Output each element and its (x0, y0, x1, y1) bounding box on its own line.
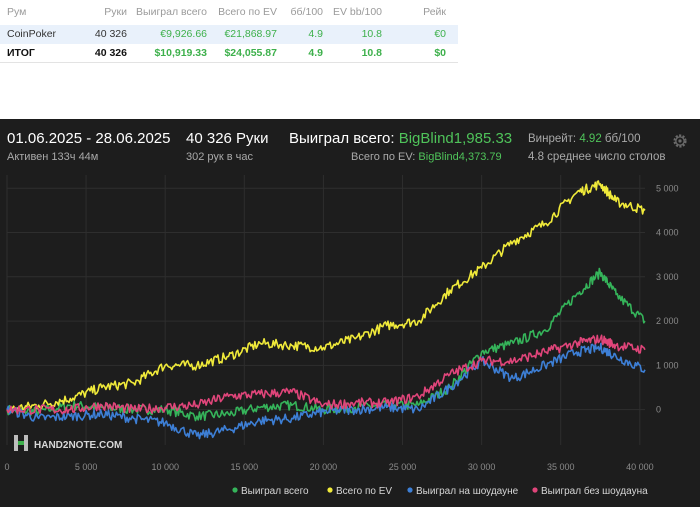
legend-label: Выиграл на шоудауне (416, 486, 519, 497)
table-total-row[interactable]: ИТОГ 40 326 $10,919.33 $24,055.87 4.9 10… (0, 44, 458, 63)
x-tick-label: 20 000 (310, 462, 338, 472)
cell-hands: 40 326 (94, 28, 127, 40)
active-time: Активен 133ч 44м (7, 151, 99, 163)
hand2note-logo: HAND2NOTE.COM (14, 435, 122, 451)
header-hands[interactable]: Руки (104, 6, 127, 18)
cell-bb100: 4.9 (308, 47, 323, 59)
cell-ev: €21,868.97 (224, 28, 277, 40)
series-line (6, 180, 646, 412)
results-table: Рум Руки Выиграл всего Всего по EV бб/10… (0, 0, 458, 66)
legend-label: Всего по EV (336, 486, 392, 497)
winrate: Винрейт: 4.92 бб/100 (528, 133, 640, 145)
graph-panel: 01.06.2025 - 28.06.2025 Активен 133ч 44м… (0, 119, 700, 507)
ev-total-value: BigBlind4,373.79 (418, 151, 502, 163)
cell-ev: $24,055.87 (224, 47, 277, 59)
x-tick-label: 10 000 (151, 462, 179, 472)
y-tick-label: 1 000 (656, 360, 679, 370)
cell-room: ИТОГ (7, 47, 35, 59)
series-line (6, 334, 646, 415)
y-tick-label: 0 (656, 405, 661, 415)
y-tick-label: 4 000 (656, 228, 679, 238)
x-tick-label: 40 000 (626, 462, 654, 472)
series-line (6, 342, 646, 440)
winrate-value: 4.92 (579, 133, 602, 145)
hands-count: 40 326 Руки (186, 130, 269, 147)
won-total-value: BigBlind1,985.33 (398, 130, 513, 147)
winrate-unit: бб/100 (604, 133, 641, 145)
header-ev[interactable]: Всего по EV (218, 6, 277, 18)
table-row[interactable]: CoinPoker 40 326 €9,926.66 €21,868.97 4.… (0, 25, 458, 44)
x-tick-label: 25 000 (389, 462, 417, 472)
legend-marker (232, 487, 238, 493)
watermark-text: HAND2NOTE.COM (34, 440, 122, 451)
legend-marker (327, 487, 333, 493)
x-tick-label: 30 000 (468, 462, 496, 472)
cell-won: €9,926.66 (160, 28, 207, 40)
legend-label: Выиграл без шоудауна (541, 485, 648, 497)
table-divider (0, 62, 458, 63)
cell-hands: 40 326 (94, 47, 127, 59)
cell-rake: €0 (434, 28, 446, 40)
cell-bb100: 4.9 (308, 28, 323, 40)
y-tick-label: 3 000 (656, 272, 679, 282)
legend-label: Выиграл всего (241, 486, 309, 497)
profit-graph[interactable]: 0 5 000 10 000 15 000 20 000 25 000 30 000 35 0… (0, 170, 700, 507)
cell-rake: $0 (434, 47, 446, 59)
ev-total-label: Всего по EV: (351, 151, 416, 163)
date-range[interactable]: 01.06.2025 - 28.06.2025 (7, 130, 171, 147)
header-ev-bb100[interactable]: EV bb/100 (332, 6, 382, 18)
ev-total: Всего по EV: BigBlind4,373.79 (351, 151, 502, 163)
x-tick-label: 35 000 (547, 462, 575, 472)
header-won[interactable]: Выиграл всего (136, 6, 207, 18)
hands-per-hour: 302 рук в час (186, 151, 254, 163)
winrate-label: Винрейт: (528, 133, 577, 145)
gear-icon[interactable] (671, 132, 689, 150)
won-total: Выиграл всего: BigBlind1,985.33 (289, 130, 512, 147)
table-header-row: Рум Руки Выиграл всего Всего по EV бб/10… (0, 3, 458, 22)
header-rake[interactable]: Рейк (423, 6, 446, 18)
x-tick-label: 15 000 (231, 462, 259, 472)
cell-won: $10,919.33 (154, 47, 207, 59)
x-tick-label: 0 (4, 462, 9, 472)
header-bb100[interactable]: бб/100 (290, 6, 323, 18)
won-total-label: Выиграл всего: (289, 130, 395, 147)
legend-marker (407, 487, 413, 493)
cell-ev-bb100: 10.8 (361, 28, 382, 40)
cell-ev-bb100: 10.8 (361, 47, 382, 59)
cell-room: CoinPoker (7, 28, 57, 40)
y-tick-label: 2 000 (656, 316, 679, 326)
x-tick-label: 5 000 (75, 462, 98, 472)
y-tick-label: 5 000 (656, 183, 679, 193)
header-room[interactable]: Рум (7, 6, 27, 18)
legend-marker (532, 487, 538, 493)
avg-tables: 4.8 среднее число столов (528, 151, 666, 163)
